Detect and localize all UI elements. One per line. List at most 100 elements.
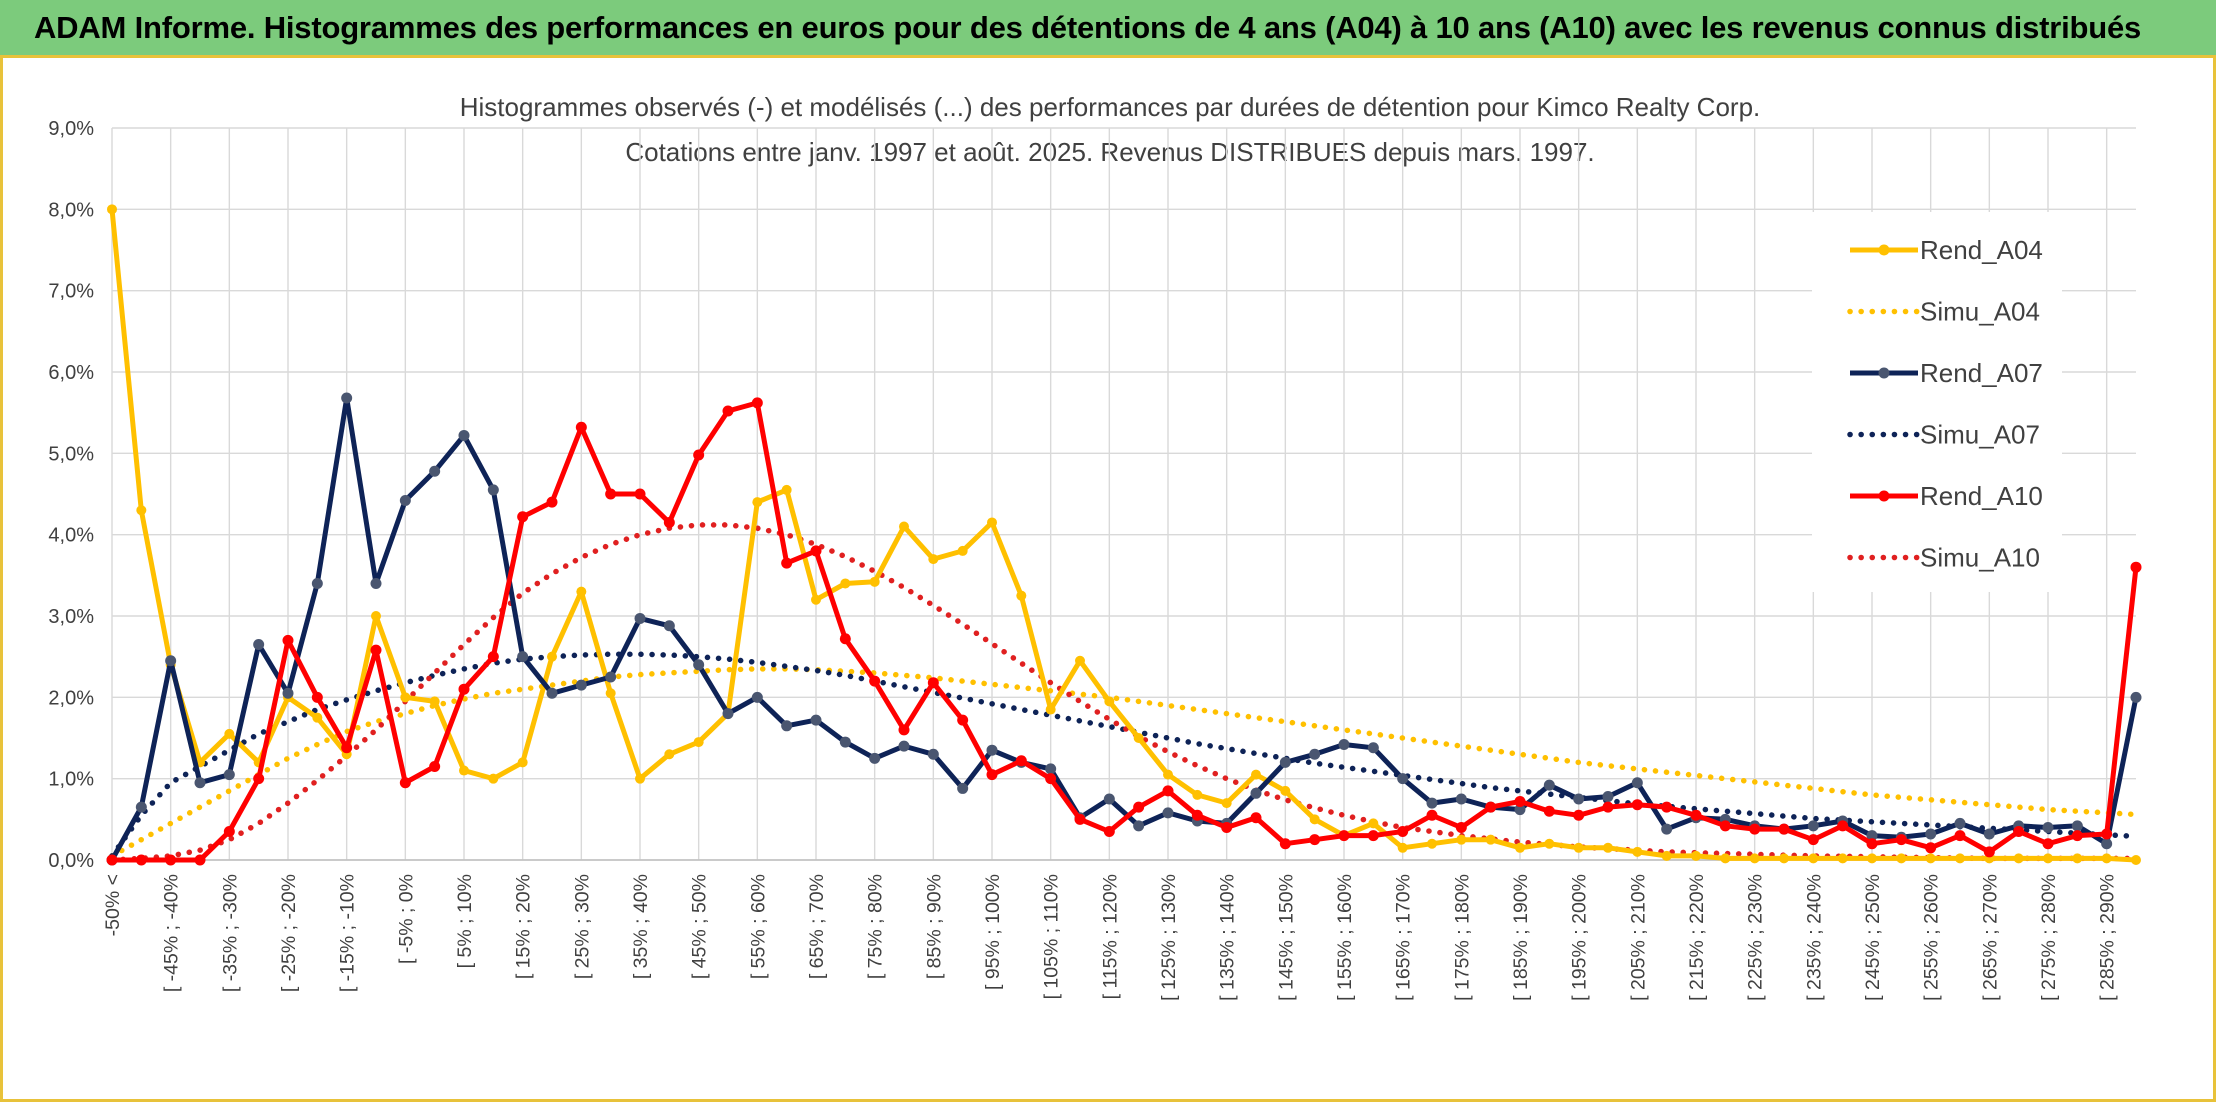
data-point xyxy=(194,777,206,789)
x-tick-label: [ 85% ; 90% xyxy=(923,874,945,979)
data-point xyxy=(957,714,969,726)
data-point xyxy=(576,586,587,597)
data-point xyxy=(663,516,675,528)
y-tick-label: 0,0% xyxy=(48,850,94,872)
data-point xyxy=(312,712,323,723)
data-point xyxy=(311,691,323,703)
data-point xyxy=(1338,830,1350,842)
data-point xyxy=(1368,818,1379,829)
data-point xyxy=(605,671,617,683)
data-point xyxy=(635,773,645,784)
x-tick-label: [ 265% ; 270% xyxy=(1979,874,2001,1001)
data-point xyxy=(224,728,235,739)
x-tick-label: [ 55% ; 60% xyxy=(747,874,769,979)
legend-label: Simu_A07 xyxy=(1920,420,2040,450)
data-point xyxy=(341,742,353,754)
data-point xyxy=(1485,834,1496,845)
data-point xyxy=(1280,785,1291,796)
x-tick-label: [ 125% ; 130% xyxy=(1158,874,1180,1001)
data-point xyxy=(810,545,822,557)
series-rend-a10 xyxy=(106,397,2142,866)
y-tick-label: 5,0% xyxy=(48,443,94,465)
data-point xyxy=(1015,755,1027,767)
data-point xyxy=(517,651,529,663)
data-point xyxy=(546,687,558,699)
y-tick-label: 3,0% xyxy=(48,606,94,628)
data-point xyxy=(1514,795,1526,807)
data-point xyxy=(1631,799,1643,811)
x-tick-label: -50% < xyxy=(102,874,124,936)
data-point xyxy=(370,577,382,589)
series-line xyxy=(109,651,2139,859)
data-point xyxy=(487,484,499,496)
data-point xyxy=(106,854,118,866)
data-point xyxy=(1163,769,1173,780)
data-point xyxy=(341,392,353,404)
data-point xyxy=(1455,793,1467,805)
data-point xyxy=(487,651,499,663)
data-point xyxy=(1455,821,1467,833)
data-point xyxy=(429,465,441,477)
data-point xyxy=(751,397,763,409)
series-line xyxy=(109,209,2137,863)
data-point xyxy=(253,773,265,785)
x-tick-label: [ 275% ; 280% xyxy=(2038,874,2060,1001)
data-point xyxy=(927,677,939,689)
data-point xyxy=(1749,823,1761,835)
x-tick-label: [ 285% ; 290% xyxy=(2097,874,2119,1001)
data-point xyxy=(1397,842,1408,853)
data-point xyxy=(1573,809,1585,821)
data-point xyxy=(2071,830,2083,842)
legend-item-rend-a07: Rend_A07 xyxy=(1850,358,2043,388)
data-point xyxy=(840,578,851,589)
data-point xyxy=(2101,838,2113,850)
data-point xyxy=(1807,834,1819,846)
series-simu-a07 xyxy=(109,651,2139,859)
legend-item-simu-a04: Simu_A04 xyxy=(1847,297,2040,327)
x-tick-label: [ -35% ; -30% xyxy=(219,874,241,992)
data-point xyxy=(1925,842,1937,854)
data-point xyxy=(1778,823,1790,835)
data-point xyxy=(575,421,587,433)
data-point xyxy=(1603,842,1613,853)
legend: Rend_A04 Simu_A04 Rend_A07 Simu_A07 Rend_A10… xyxy=(1812,212,2062,592)
x-axis-ticks: -50% < [ -45% ; -40% [ -35% ; -30% [ -25% ;… xyxy=(102,874,2119,1001)
y-tick-label: 2,0% xyxy=(48,687,94,709)
data-point xyxy=(1074,813,1086,825)
series-simu-a10 xyxy=(109,522,2139,863)
data-point xyxy=(194,854,206,866)
data-point xyxy=(547,651,557,662)
data-point xyxy=(839,633,851,645)
x-tick-label: [ -25% ; -20% xyxy=(278,874,300,992)
data-point xyxy=(311,577,323,589)
data-point xyxy=(223,826,235,838)
gridlines xyxy=(111,127,2136,861)
data-point xyxy=(1954,830,1966,842)
data-point xyxy=(1192,789,1203,800)
x-tick-label: [ 215% ; 220% xyxy=(1686,874,1708,1001)
data-point xyxy=(1544,838,1555,849)
x-tick-label: [ -45% ; -40% xyxy=(161,874,183,992)
x-tick-label: [ 65% ; 70% xyxy=(806,874,828,979)
x-tick-label: [ 235% ; 240% xyxy=(1803,874,1825,1001)
y-axis-ticks: 0,0% 1,0% 2,0% 3,0% 4,0% 5,0% 6,0% 7,0% 8,0% 9,0% xyxy=(48,118,94,872)
data-point xyxy=(2042,821,2054,833)
data-point xyxy=(869,752,881,764)
data-point xyxy=(1279,756,1291,768)
data-point xyxy=(1016,590,1027,601)
data-point xyxy=(1279,838,1291,850)
x-tick-label: [ 95% ; 100% xyxy=(982,874,1004,990)
data-point xyxy=(722,708,734,720)
legend-marker xyxy=(1878,367,1890,379)
data-point xyxy=(605,688,616,699)
data-point xyxy=(1045,763,1057,775)
x-tick-label: [ 45% ; 50% xyxy=(689,874,711,979)
data-point xyxy=(811,594,821,605)
data-point xyxy=(1133,820,1145,832)
data-point xyxy=(459,765,469,776)
series-rend-a07 xyxy=(106,392,2142,866)
data-point xyxy=(1426,797,1438,809)
data-point xyxy=(1719,820,1731,832)
data-point xyxy=(869,576,880,587)
data-point xyxy=(1543,805,1555,817)
